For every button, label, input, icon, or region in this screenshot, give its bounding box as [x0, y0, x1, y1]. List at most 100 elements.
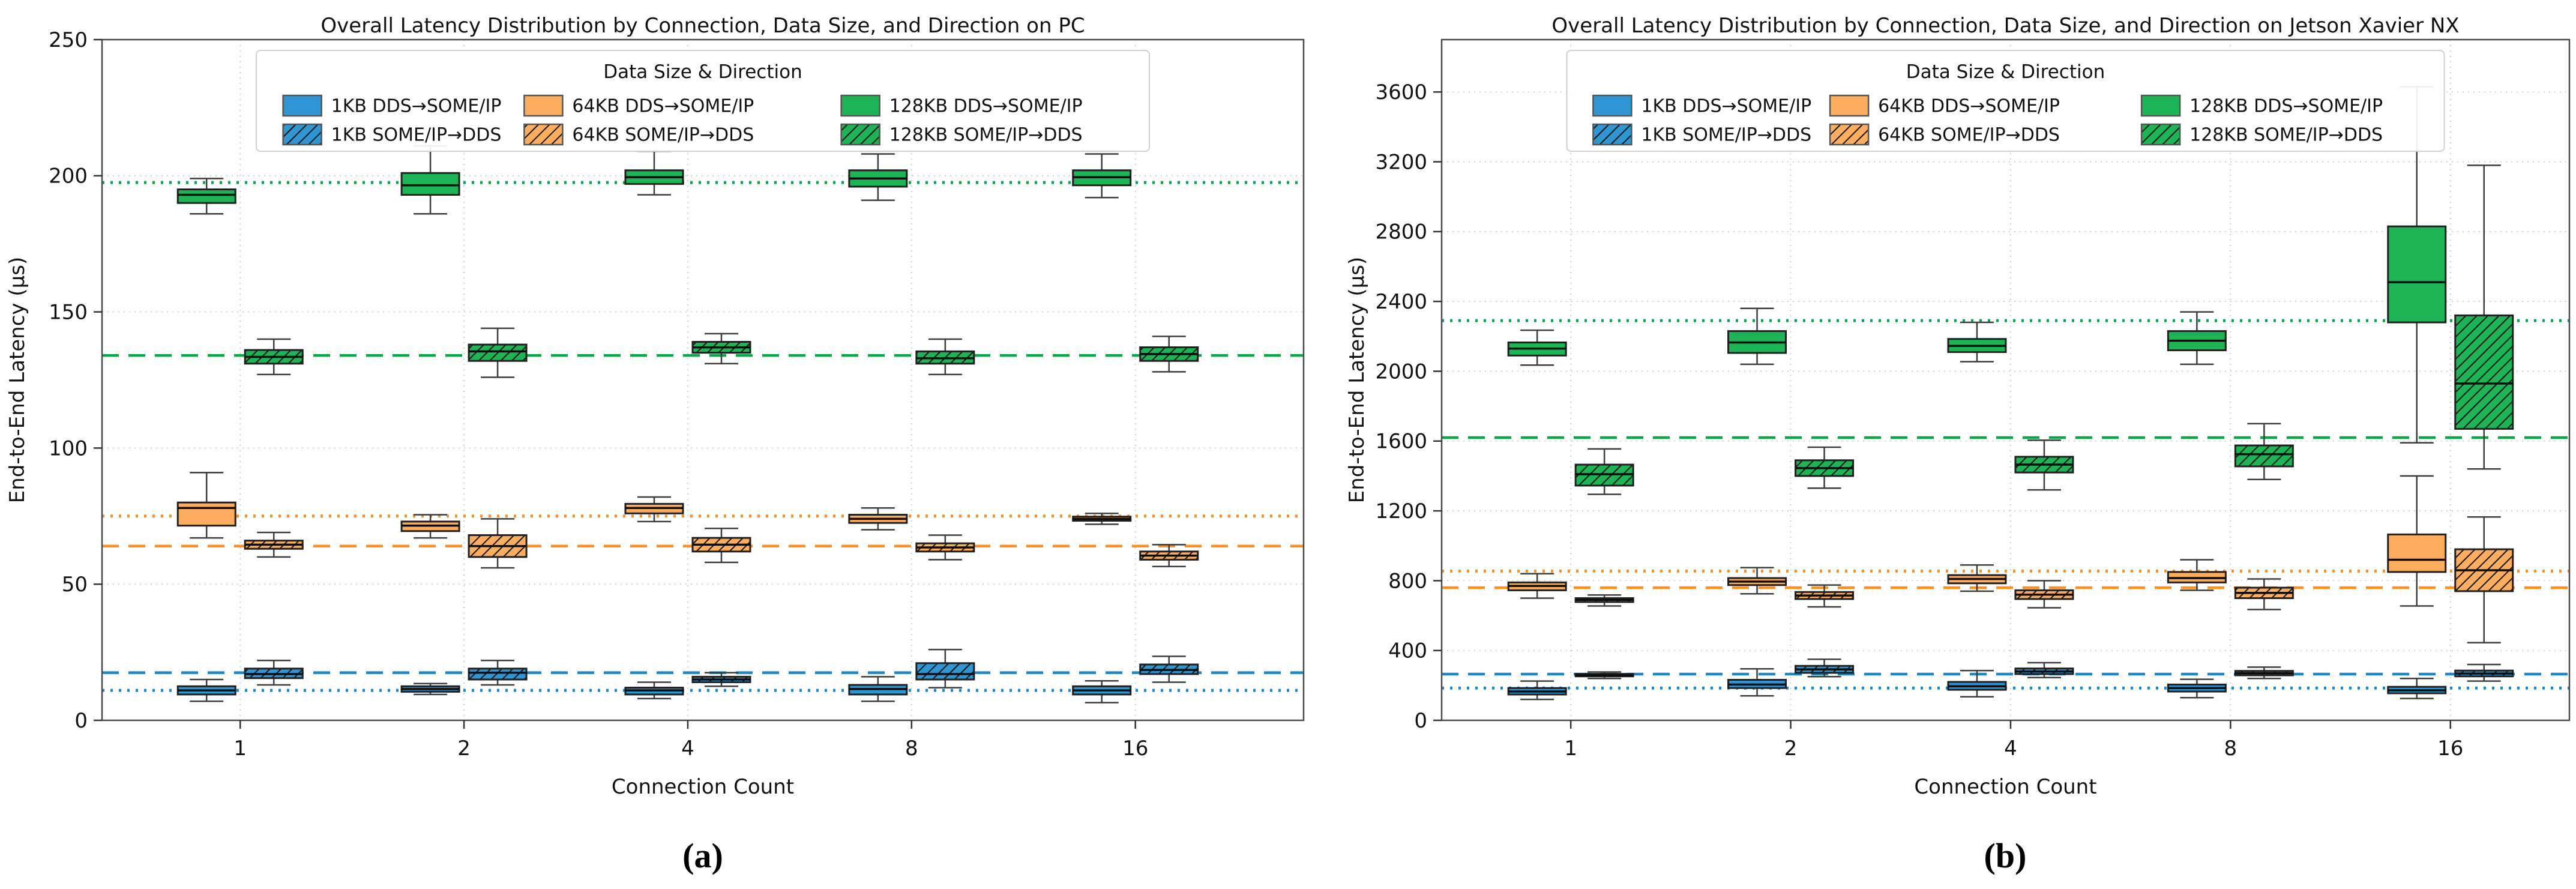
y-tick-label: 0	[74, 709, 88, 733]
boxplot-1KB-DDS-SOME-IP-conn-4	[1947, 669, 2007, 698]
boxplot-1KB-SOME-IP-DDS-conn-1	[244, 659, 304, 686]
box	[176, 501, 236, 527]
y-tick-label: 250	[49, 28, 88, 52]
boxplot-1KB-DDS-SOME-IP-conn-4	[624, 681, 684, 699]
legend-label: 1KB DDS→SOME/IP	[1641, 96, 1811, 117]
boxplot-64KB-SOME-IP-DDS-conn-8	[915, 534, 975, 561]
legend-swatch-solid-orange	[523, 94, 564, 117]
y-axis-label: End-to-End Latency (µs)	[5, 257, 29, 503]
boxplot-1KB-DDS-SOME-IP-conn-1	[176, 678, 236, 702]
box	[2387, 533, 2447, 573]
x-tick-label: 2	[1784, 737, 1798, 761]
plot-frame	[1440, 38, 2571, 722]
legend-title: Data Size & Direction	[603, 61, 802, 83]
boxplot-128KB-SOME-IP-DDS-conn-8	[915, 338, 975, 376]
box	[915, 662, 975, 681]
boxplot-1KB-DDS-SOME-IP-conn-2	[1727, 668, 1787, 697]
y-tick-label: 2400	[1375, 290, 1427, 314]
boxplot-128KB-DDS-SOME-IP-conn-1	[176, 178, 236, 215]
legend-label: 128KB DDS→SOME/IP	[2189, 96, 2383, 117]
x-tick-label: 1	[233, 737, 247, 761]
box	[2454, 314, 2514, 430]
boxplot-128KB-DDS-SOME-IP-conn-16	[2387, 86, 2447, 444]
boxplot-64KB-SOME-IP-DDS-conn-16	[1139, 544, 1199, 567]
boxplot-64KB-DDS-SOME-IP-conn-8	[2167, 559, 2227, 591]
y-axis-label: End-to-End Latency (µs)	[1345, 257, 1369, 503]
legend-label: 128KB SOME/IP→DDS	[889, 125, 1083, 146]
x-tick-label: 16	[2437, 737, 2463, 761]
legend-swatch-hatched-orange	[523, 123, 564, 146]
box	[2234, 444, 2294, 468]
boxplot-1KB-SOME-IP-DDS-conn-8	[915, 648, 975, 689]
legend-swatch-solid-green	[840, 94, 880, 117]
legend-swatch-hatched-blue	[1592, 123, 1633, 146]
boxplot-1KB-DDS-SOME-IP-conn-1	[1507, 680, 1567, 701]
boxplot-128KB-DDS-SOME-IP-conn-4	[1947, 321, 2007, 363]
boxplot-64KB-SOME-IP-DDS-conn-16	[2454, 516, 2514, 643]
boxplot-1KB-SOME-IP-DDS-conn-2	[468, 659, 528, 686]
boxplot-1KB-SOME-IP-DDS-conn-8	[2234, 666, 2294, 680]
y-tick-label: 2800	[1375, 220, 1427, 244]
y-tick-label: 100	[49, 436, 88, 460]
boxplot-128KB-SOME-IP-DDS-conn-1	[244, 338, 304, 376]
box	[468, 668, 528, 681]
boxplot-128KB-DDS-SOME-IP-conn-2	[1727, 307, 1787, 366]
legend: Data Size & Direction 1KB DDS→SOME/IP 1KB …	[256, 50, 1150, 152]
legend-box	[256, 50, 1150, 152]
boxplot-128KB-SOME-IP-DDS-conn-2	[1795, 446, 1855, 489]
boxplot-1KB-DDS-SOME-IP-conn-8	[848, 676, 908, 702]
legend-swatch-solid-green	[2140, 94, 2181, 117]
box	[400, 172, 460, 196]
x-axis-label: Connection Count	[612, 775, 794, 799]
x-tick-label: 8	[905, 737, 918, 761]
legend-label: 1KB DDS→SOME/IP	[331, 96, 502, 117]
boxplot-128KB-SOME-IP-DDS-conn-1	[1574, 448, 1634, 495]
boxplot-128KB-SOME-IP-DDS-conn-16	[2454, 164, 2514, 470]
boxplot-128KB-DDS-SOME-IP-conn-8	[2167, 311, 2227, 366]
x-tick-label: 2	[457, 737, 471, 761]
legend-box	[1566, 50, 2445, 152]
boxplot-1KB-DDS-SOME-IP-conn-8	[2167, 678, 2227, 699]
box	[176, 188, 236, 204]
boxplot-1KB-SOME-IP-DDS-conn-16	[1139, 655, 1199, 683]
y-tick-label: 2000	[1375, 360, 1427, 384]
boxplot-1KB-SOME-IP-DDS-conn-4	[691, 672, 751, 687]
boxplot-64KB-DDS-SOME-IP-conn-1	[176, 471, 236, 539]
boxplot-64KB-DDS-SOME-IP-conn-2	[1727, 567, 1787, 595]
legend-swatch-solid-blue	[282, 94, 322, 117]
boxplot-64KB-DDS-SOME-IP-conn-4	[624, 496, 684, 523]
caption-a: (a)	[682, 836, 723, 875]
boxplot-128KB-SOME-IP-DDS-conn-4	[2014, 439, 2074, 491]
y-tick-label: 800	[1388, 569, 1427, 593]
y-tick-label: 150	[49, 301, 88, 325]
legend-swatch-hatched-blue	[282, 123, 322, 146]
legend: Data Size & Direction 1KB DDS→SOME/IP 1KB …	[1566, 50, 2445, 152]
box	[2387, 225, 2447, 324]
legend-label: 64KB SOME/IP→DDS	[1878, 125, 2060, 146]
boxplot-128KB-SOME-IP-DDS-conn-4	[691, 333, 751, 365]
box	[468, 343, 528, 362]
y-tick-label: 1600	[1375, 430, 1427, 454]
legend-swatch-hatched-green	[2140, 123, 2181, 146]
caption-b: (b)	[1984, 836, 2027, 875]
x-tick-label: 4	[681, 737, 694, 761]
chart-panel-b: 0 400 800 1200 1600 2000 2400 2800 3200 3600 1 2 4 8 1…	[1345, 14, 2571, 799]
boxplot-128KB-DDS-SOME-IP-conn-1	[1507, 329, 1567, 366]
y-tick-label: 0	[1414, 709, 1427, 733]
x-tick-label: 1	[1564, 737, 1577, 761]
plot-frame	[101, 38, 1305, 722]
boxplot-1KB-SOME-IP-DDS-conn-2	[1795, 658, 1855, 678]
boxplot-64KB-DDS-SOME-IP-conn-16	[1072, 513, 1132, 525]
y-tick-label: 3200	[1375, 150, 1427, 174]
legend-swatch-solid-blue	[1592, 94, 1633, 117]
boxplot-64KB-SOME-IP-DDS-conn-8	[2234, 578, 2294, 610]
legend-label: 128KB DDS→SOME/IP	[889, 96, 1083, 117]
legend-label: 128KB SOME/IP→DDS	[2189, 125, 2383, 146]
boxplot-1KB-DDS-SOME-IP-conn-16	[2387, 677, 2447, 699]
legend-label: 1KB SOME/IP→DDS	[1641, 125, 1811, 146]
boxplot-64KB-SOME-IP-DDS-conn-1	[244, 531, 304, 558]
boxplot-64KB-SOME-IP-DDS-conn-4	[2014, 580, 2074, 609]
boxplot-64KB-SOME-IP-DDS-conn-2	[468, 518, 528, 569]
boxplot-128KB-SOME-IP-DDS-conn-2	[468, 327, 528, 378]
